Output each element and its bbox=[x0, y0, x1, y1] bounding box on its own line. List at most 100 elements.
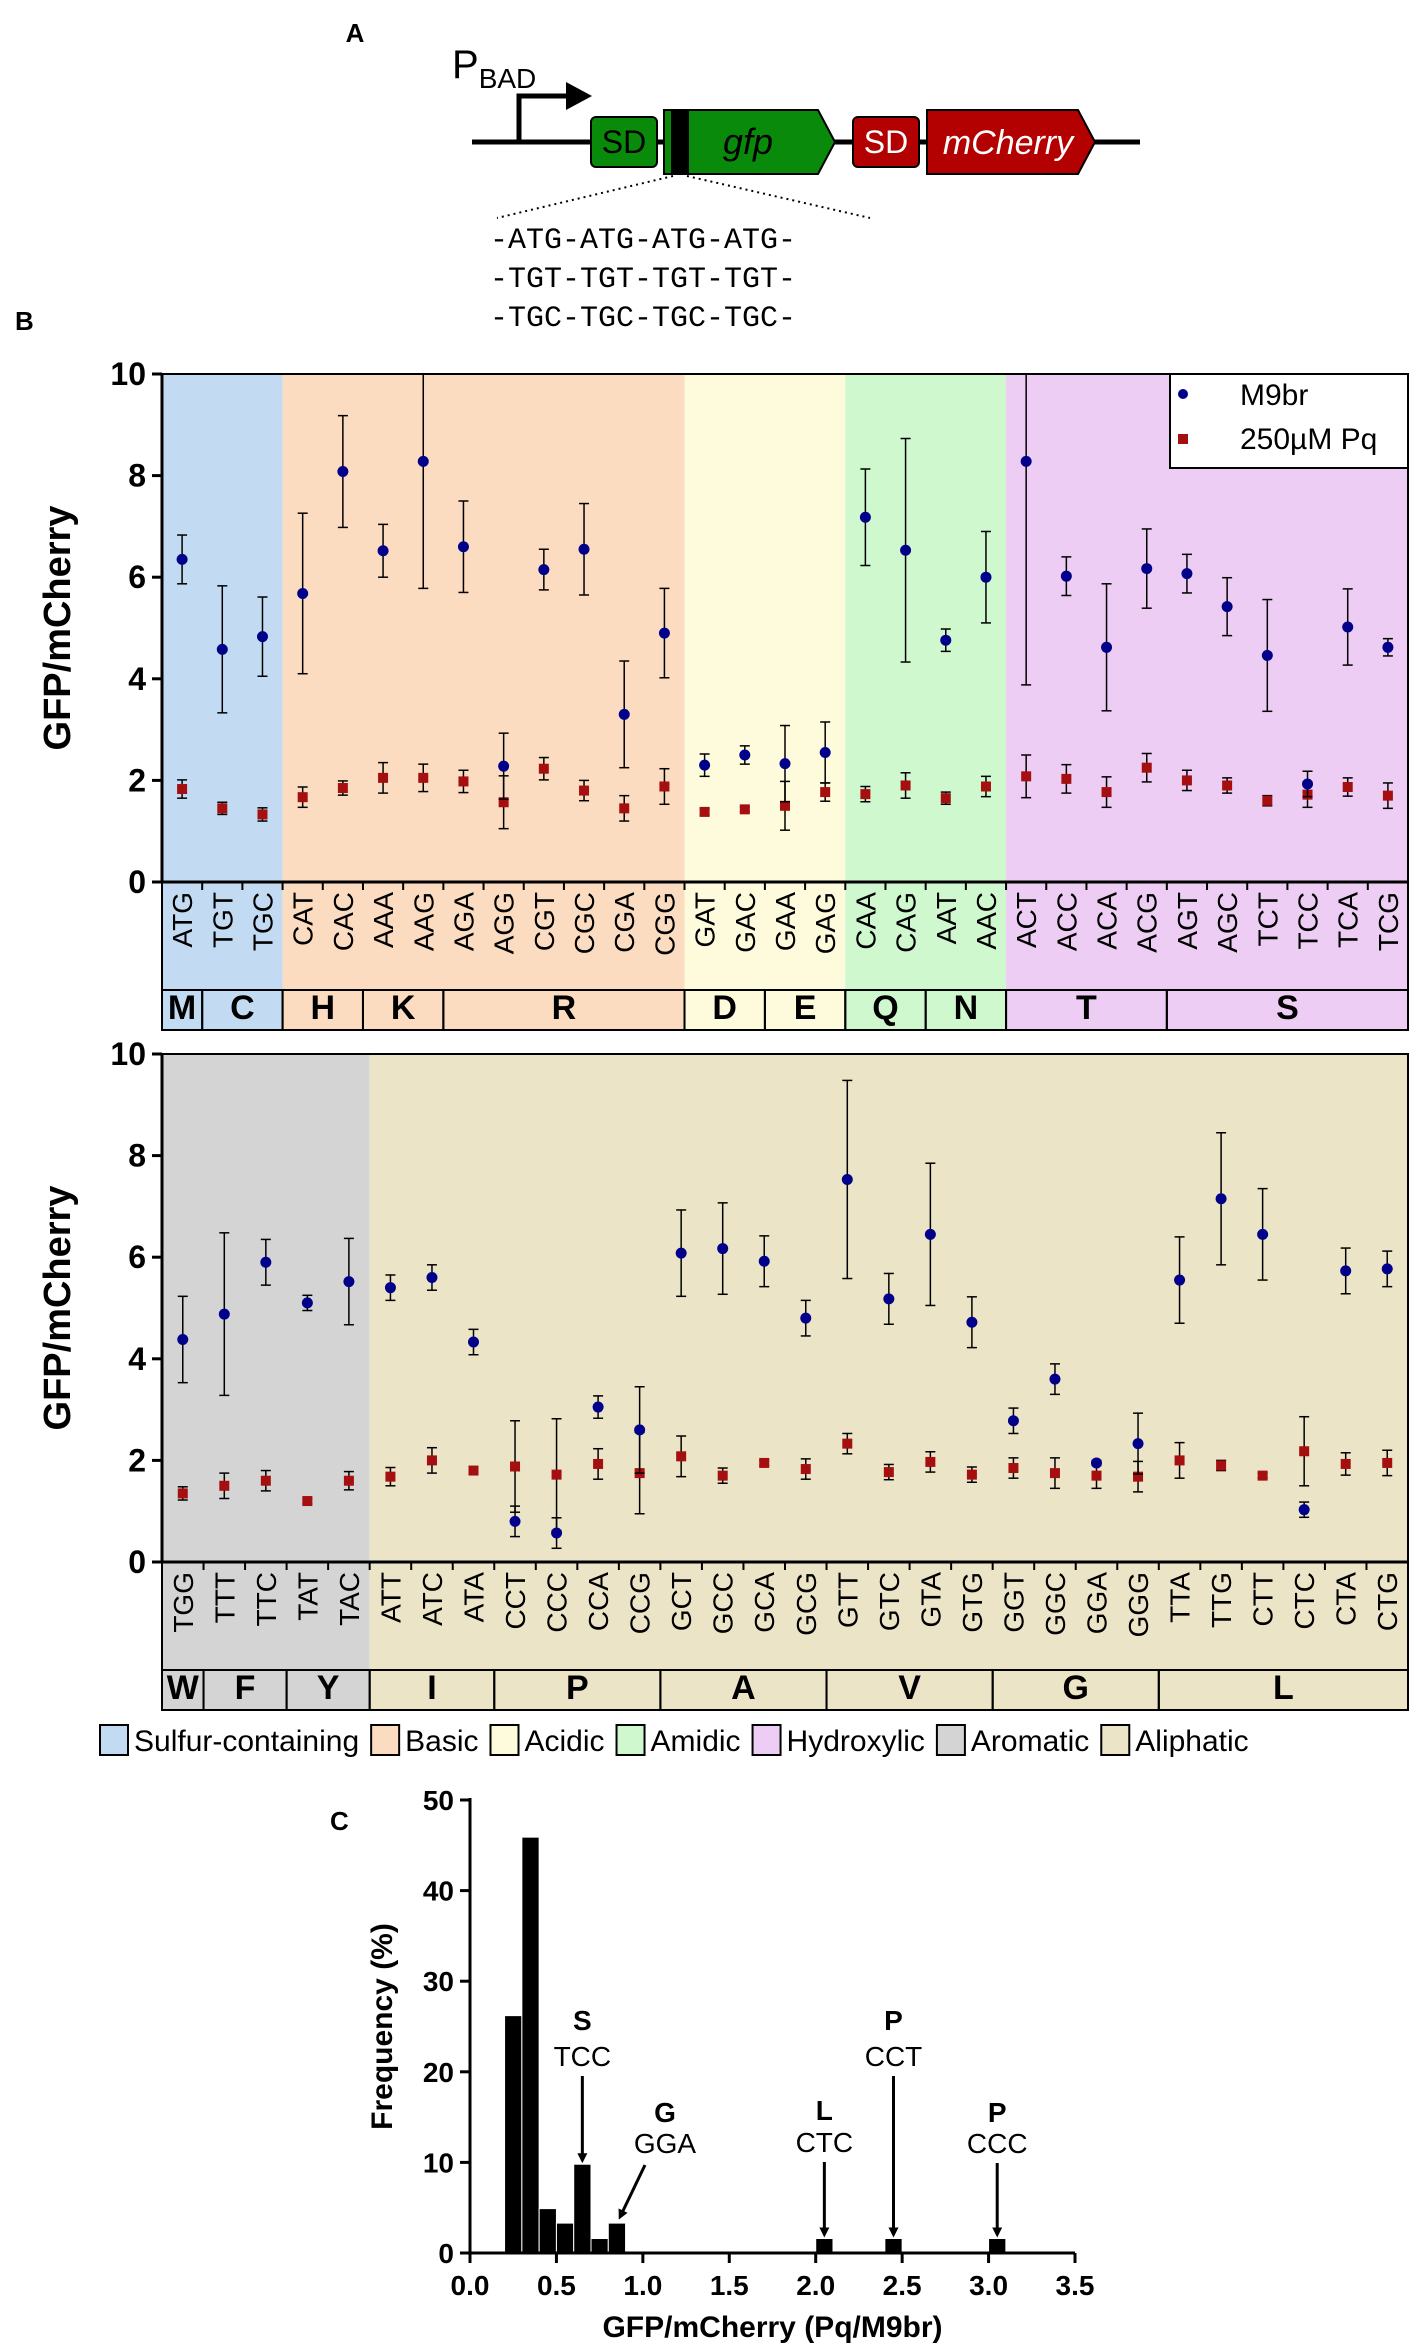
legend-label-amidic: Amidic bbox=[651, 1725, 741, 1758]
series-legend: M9br 250µM Pq bbox=[1169, 373, 1409, 469]
codon-label-TGT: TGT bbox=[207, 892, 238, 948]
codon-label-TCT: TCT bbox=[1252, 892, 1283, 946]
pq-point-AAC bbox=[980, 781, 991, 792]
y-tick-label: 0 bbox=[128, 864, 146, 900]
aa-label-L: L bbox=[1273, 1669, 1294, 1707]
pq-point-GCA bbox=[759, 1457, 770, 1468]
aa-label-P: P bbox=[566, 1669, 589, 1707]
codon-label-ACT: ACT bbox=[1011, 892, 1042, 948]
codon-label-CCG: CCG bbox=[625, 1572, 656, 1634]
codon-label-AAG: AAG bbox=[408, 892, 439, 951]
aa-label-I: I bbox=[427, 1669, 436, 1707]
pq-point-CAG bbox=[900, 780, 911, 791]
group-band-aliphatic bbox=[369, 1054, 1409, 1710]
y-tick-label: 2 bbox=[128, 1442, 146, 1478]
m9br-point-TCG bbox=[1382, 641, 1394, 653]
pq-point-CGA bbox=[619, 803, 630, 814]
annotation-codon-CCC: CCC bbox=[967, 2128, 1028, 2159]
m9br-point-AGC bbox=[1221, 601, 1233, 613]
pq-point-CTC bbox=[1299, 1446, 1310, 1457]
pq-point-TTC bbox=[260, 1475, 271, 1486]
codon-label-AGT: AGT bbox=[1172, 892, 1203, 950]
pq-point-CGC bbox=[579, 785, 590, 796]
m9br-point-AAA bbox=[377, 545, 389, 557]
pq-point-TCA bbox=[1342, 782, 1353, 793]
codon-label-ACG: ACG bbox=[1132, 892, 1163, 953]
codon-label-AGC: AGC bbox=[1212, 892, 1243, 953]
codon-label-GCG: GCG bbox=[791, 1572, 822, 1636]
pq-point-AGG bbox=[498, 797, 509, 808]
legend-swatch-sulfur bbox=[99, 1724, 129, 1756]
y-axis-title: GFP/mCherry bbox=[37, 1186, 79, 1431]
pq-point-ACC bbox=[1061, 773, 1072, 784]
codon-label-ATT: ATT bbox=[375, 1572, 406, 1623]
pq-point-GAC bbox=[739, 804, 750, 815]
group-band-acidic bbox=[684, 374, 846, 1030]
histogram-bar bbox=[607, 2222, 627, 2254]
m9br-point-GTT bbox=[841, 1173, 853, 1185]
pq-point-GAG bbox=[820, 787, 831, 798]
legend-swatch-acidic bbox=[489, 1724, 520, 1756]
m9br-point-CCA bbox=[592, 1401, 604, 1413]
group-band-amidic bbox=[845, 374, 1007, 1030]
aa-label-R: R bbox=[552, 989, 577, 1027]
pq-point-CCC bbox=[551, 1469, 562, 1480]
m9br-point-AGA bbox=[457, 541, 469, 553]
m9br-point-ATC bbox=[426, 1272, 438, 1284]
aa-label-Y: Y bbox=[317, 1669, 340, 1707]
codon-label-ACC: ACC bbox=[1051, 892, 1082, 951]
annotation-codon-CCT: CCT bbox=[865, 2041, 923, 2072]
annotation-codon-GGA: GGA bbox=[634, 2128, 697, 2159]
m9br-point-AAT bbox=[940, 634, 952, 646]
pq-point-AGC bbox=[1222, 780, 1233, 791]
annotation-aa-CCT: P bbox=[884, 2005, 903, 2036]
codon-label-TAT: TAT bbox=[292, 1572, 323, 1621]
m9br-point-TCA bbox=[1342, 621, 1354, 633]
legend-swatch-basic bbox=[370, 1724, 401, 1756]
pq-point-GGT bbox=[1008, 1463, 1019, 1474]
histogram-bar bbox=[555, 2222, 575, 2254]
panel-a-label: A bbox=[346, 18, 365, 48]
pq-point-TTT bbox=[219, 1480, 230, 1491]
m9br-point-CCC bbox=[551, 1527, 563, 1539]
m9br-point-CAG bbox=[900, 544, 912, 556]
pq-point-TAC bbox=[343, 1475, 354, 1486]
m9br-point-CAC bbox=[337, 466, 349, 478]
m9br-point-TTC bbox=[260, 1256, 272, 1268]
pq-point-CGG bbox=[659, 781, 670, 792]
codon-label-CAC: CAC bbox=[328, 892, 359, 951]
m9br-point-GTC bbox=[883, 1293, 895, 1305]
m9br-point-GAT bbox=[699, 759, 711, 771]
m9br-point-ACT bbox=[1020, 455, 1032, 467]
m9br-point-ACG bbox=[1141, 563, 1153, 575]
y-tick-label: 50 bbox=[423, 1785, 454, 1816]
m9br-point-ATG bbox=[176, 553, 188, 565]
pq-point-ATC bbox=[426, 1455, 437, 1466]
y-tick-label: 40 bbox=[423, 1876, 454, 1907]
m9br-point-CAT bbox=[297, 587, 309, 599]
group-legend: Sulfur-containing Basic Acidic Amidic Hydrox… bbox=[99, 1724, 1249, 1758]
codon-label-GTA: GTA bbox=[915, 1572, 946, 1628]
x-tick-label: 0.0 bbox=[451, 2270, 490, 2301]
pq-point-GCT bbox=[676, 1451, 687, 1462]
codon-label-CTA: CTA bbox=[1331, 1572, 1362, 1626]
group-band-basic bbox=[282, 374, 685, 1030]
legend-label-aliphatic: Aliphatic bbox=[1135, 1725, 1248, 1758]
zoom-line-left bbox=[496, 175, 674, 219]
x-tick-label: 0.5 bbox=[537, 2270, 576, 2301]
codon-label-ATC: ATC bbox=[417, 1572, 448, 1626]
group-band-aromatic bbox=[162, 1054, 370, 1710]
aa-label-C: C bbox=[230, 989, 255, 1027]
m9br-point-CGG bbox=[658, 627, 670, 639]
m9br-point-CTT bbox=[1257, 1228, 1269, 1240]
m9br-point-GCC bbox=[717, 1243, 729, 1255]
x-tick-label: 1.5 bbox=[710, 2270, 749, 2301]
y-tick-label: 10 bbox=[110, 1036, 146, 1072]
legend-label-hydroxylic: Hydroxylic bbox=[787, 1725, 925, 1758]
legend-label-sulfur: Sulfur-containing bbox=[134, 1725, 359, 1758]
x-tick-label: 2.0 bbox=[796, 2270, 835, 2301]
histogram-bar bbox=[538, 2208, 557, 2254]
pq-point-GAT bbox=[699, 806, 710, 817]
